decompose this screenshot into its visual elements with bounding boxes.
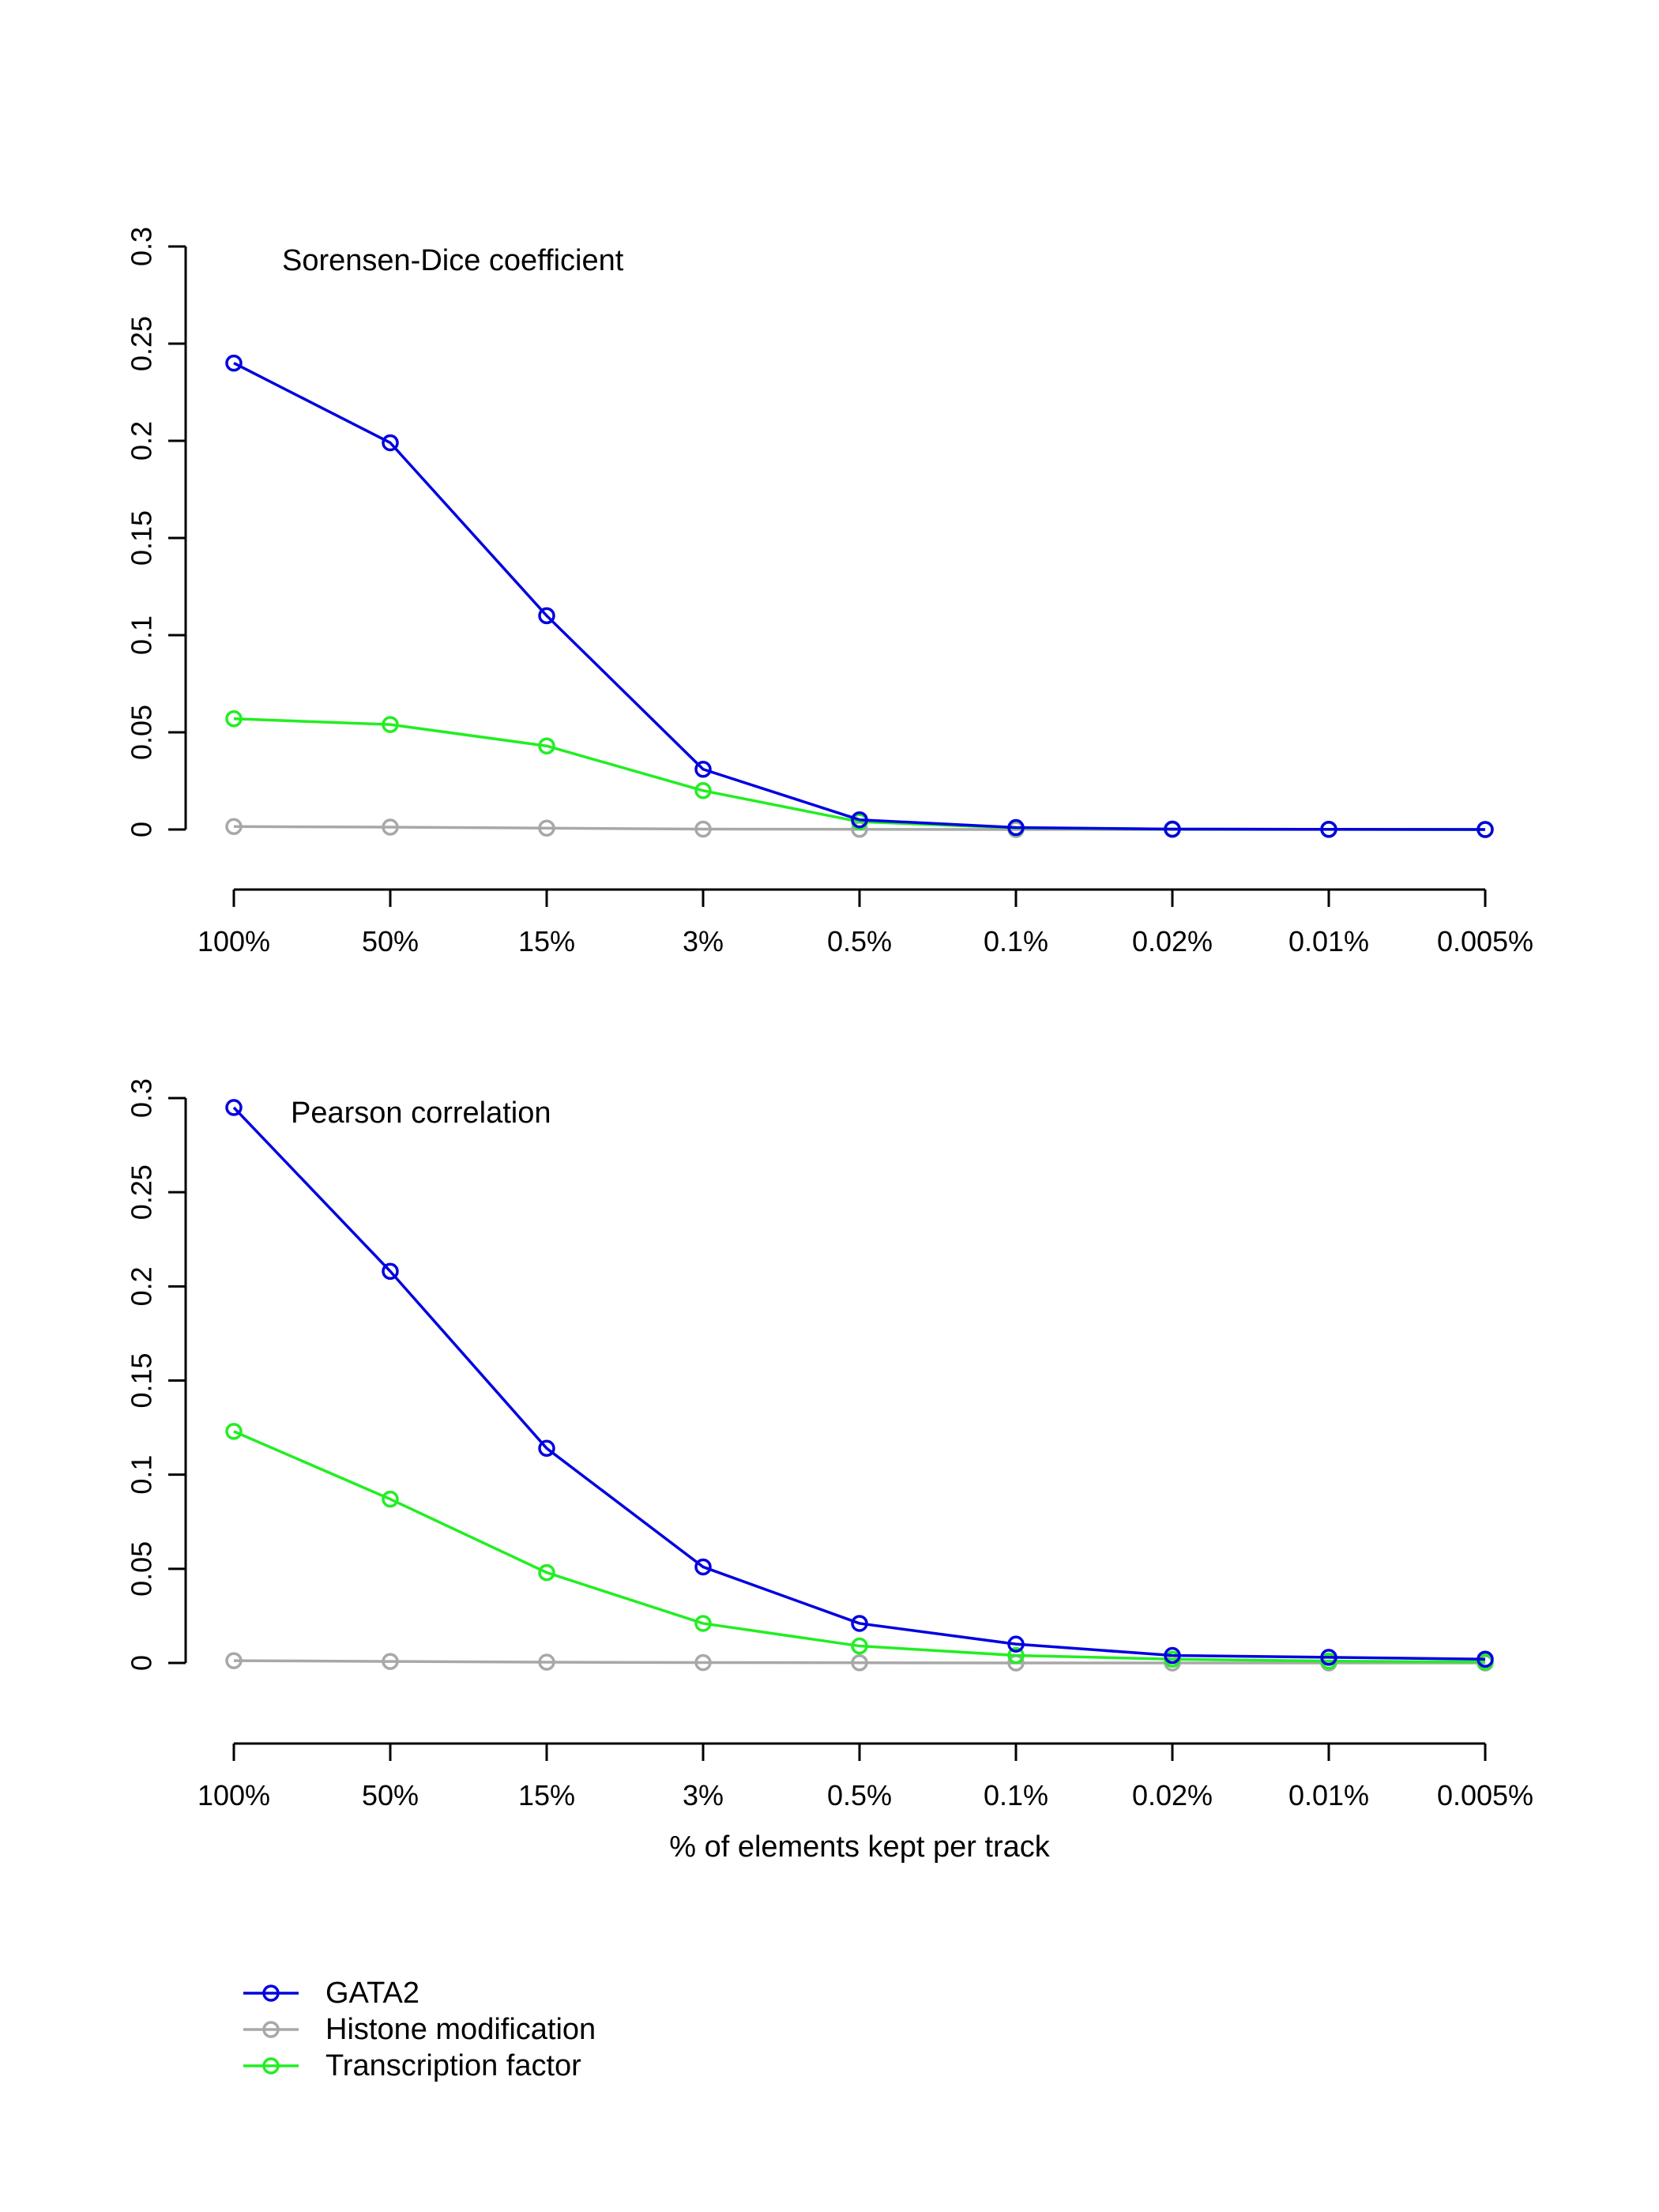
x-tick-label: 0.02%	[1132, 925, 1213, 957]
x-tick-label: 0.005%	[1437, 1779, 1533, 1811]
x-tick-label: 3%	[683, 1779, 724, 1811]
data-point	[1164, 1646, 1181, 1665]
x-tick-label: 100%	[198, 1779, 270, 1811]
x-tick-label: 0.5%	[827, 925, 892, 957]
series-line-gata2	[232, 1106, 1486, 1661]
data-point	[694, 1558, 712, 1576]
x-tick-label: 50%	[362, 1779, 419, 1811]
data-point	[694, 760, 712, 778]
y-tick-label: 0.25	[126, 1164, 158, 1220]
data-point	[382, 1490, 399, 1508]
legend-marker-histone-modification	[262, 2021, 280, 2038]
data-point	[382, 1653, 399, 1670]
series-line-histone-modification	[233, 1659, 1485, 1665]
data-point	[851, 1637, 868, 1655]
data-point	[382, 1262, 399, 1281]
data-point	[1007, 1646, 1025, 1665]
panel-title: Sorensen-Dice coefficient	[282, 244, 624, 277]
legend-label-gata2: GATA2	[325, 1977, 419, 2010]
legend-marker-gata2	[262, 1984, 280, 2002]
x-tick-label: 15%	[518, 925, 575, 957]
data-point	[382, 716, 399, 733]
y-tick-label: 0.2	[126, 421, 158, 461]
panel-sorensen-dice: 0 0.05 0.1 0.15 0.2 0.25 0.3 100% 50% 15% 3% 0.5% 0.…	[126, 227, 1534, 957]
panel-title: Pearson correlation	[291, 1097, 551, 1130]
data-point	[694, 1653, 712, 1672]
series-line-gata2	[233, 362, 1486, 831]
data-point	[538, 1563, 555, 1582]
data-point	[1320, 821, 1337, 838]
legend-marker-transcription-factor	[262, 2057, 280, 2075]
x-tick-label: 0.1%	[984, 1779, 1048, 1811]
data-point	[538, 819, 555, 837]
legend-label-histone-modification: Histone modification	[325, 2013, 596, 2046]
data-point	[1477, 1650, 1494, 1668]
x-tick-label: 0.01%	[1288, 1779, 1369, 1811]
y-tick-label: 0.3	[126, 227, 158, 266]
x-tick-label: 3%	[683, 925, 724, 957]
panel-pearson: 0 0.05 0.1 0.15 0.2 0.25 0.3 100% 50% 15% 3% 0.5% 0.…	[126, 1078, 1534, 1864]
y-tick-label: 0.1	[126, 615, 158, 655]
y-tick-label: 0.1	[126, 1455, 158, 1495]
data-point	[694, 820, 712, 838]
series-line-transcription-factor	[233, 1430, 1486, 1664]
data-point	[1477, 821, 1494, 838]
data-point	[1007, 818, 1025, 837]
x-tick-label: 15%	[518, 1779, 575, 1811]
x-tick-label: 50%	[362, 925, 419, 957]
data-point	[851, 1654, 868, 1672]
data-point	[225, 818, 243, 836]
data-point	[1007, 1635, 1025, 1653]
x-tick-label: 100%	[198, 925, 270, 957]
x-tick-label: 0.1%	[984, 925, 1048, 957]
data-point	[538, 607, 555, 625]
data-point	[694, 1615, 712, 1632]
data-point	[225, 1652, 243, 1669]
data-point	[851, 1615, 868, 1632]
y-tick-label: 0.25	[126, 316, 158, 371]
y-tick-label: 0.05	[126, 1541, 158, 1597]
y-tick-label: 0	[126, 1655, 158, 1671]
data-point	[1164, 820, 1181, 838]
y-tick-label: 0.05	[126, 705, 158, 760]
y-tick-label: 0.15	[126, 510, 158, 566]
data-point	[538, 1653, 555, 1671]
legend-label-transcription-factor: Transcription factor	[325, 2049, 581, 2082]
data-point	[225, 710, 243, 728]
x-tick-label: 0.01%	[1288, 925, 1369, 957]
x-tick-label: 0.02%	[1132, 1779, 1213, 1811]
data-point	[538, 737, 555, 754]
data-point	[382, 818, 399, 836]
x-axis-label: % of elements kept per track	[669, 1830, 1051, 1864]
y-tick-label: 0	[126, 822, 158, 837]
data-point	[1320, 1649, 1337, 1666]
x-tick-label: 0.5%	[827, 1779, 892, 1811]
y-tick-label: 0.15	[126, 1352, 158, 1408]
y-tick-label: 0.3	[126, 1078, 158, 1118]
data-point	[694, 782, 712, 799]
data-point	[225, 354, 243, 372]
x-tick-label: 0.005%	[1437, 925, 1533, 957]
data-point	[225, 1423, 243, 1440]
data-point	[225, 1099, 243, 1116]
data-point	[538, 1439, 555, 1458]
y-tick-label: 0.2	[126, 1266, 158, 1306]
data-point	[851, 811, 868, 829]
data-point	[382, 434, 399, 452]
